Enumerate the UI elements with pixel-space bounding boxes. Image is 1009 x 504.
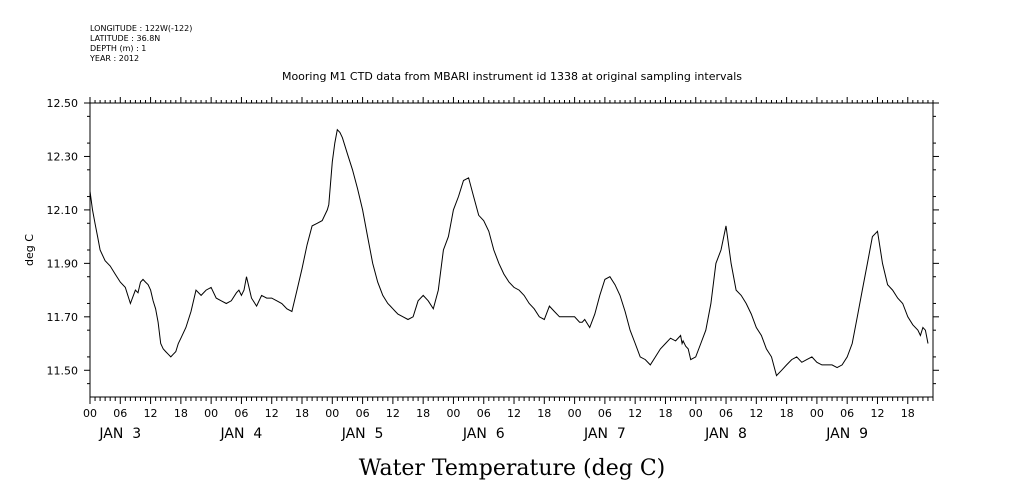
x-hour-tick-label: 06 [113, 407, 127, 420]
x-hour-tick-label: 12 [144, 407, 158, 420]
longitude-label: LONGITUDE : 122W(-122) [90, 24, 192, 33]
x-day-label: JAN 4 [220, 426, 263, 442]
x-day-label: JAN 5 [341, 426, 384, 442]
x-axis-top-ticks [89, 97, 934, 103]
x-hour-tick-label: 18 [537, 407, 551, 420]
x-hour-tick-label: 18 [295, 407, 309, 420]
x-hour-tick-label: 06 [598, 407, 612, 420]
x-hour-tick-label: 18 [416, 407, 430, 420]
x-hour-tick-label: 06 [356, 407, 370, 420]
y-tick-label: 12.10 [47, 204, 79, 217]
y-tick-label: 11.70 [47, 311, 79, 324]
x-hour-tick-label: 00 [446, 407, 460, 420]
y-axis-label: deg C [23, 234, 36, 266]
x-hour-tick-label: 00 [689, 407, 703, 420]
x-day-label: JAN 9 [825, 426, 868, 442]
x-day-label: JAN 6 [462, 426, 505, 442]
x-hour-tick-label: 06 [719, 407, 733, 420]
x-hour-tick-label: 00 [325, 407, 339, 420]
series-layer [89, 128, 929, 377]
x-hour-tick-label: 12 [749, 407, 763, 420]
x-day-label: JAN 7 [583, 426, 626, 442]
latitude-label: LATITUDE : 36.8N [90, 34, 160, 43]
y-tick-label: 12.50 [47, 97, 79, 110]
series-line-0 [89, 128, 929, 377]
x-day-label: JAN 8 [704, 426, 747, 442]
year-label: YEAR : 2012 [89, 54, 139, 63]
x-hour-tick-label: 18 [780, 407, 794, 420]
x-hour-tick-label: 18 [901, 407, 915, 420]
y-tick-label: 11.90 [47, 257, 79, 270]
y-tick-label: 11.50 [47, 364, 79, 377]
x-hour-tick-label: 06 [477, 407, 491, 420]
x-hour-tick-label: 00 [83, 407, 97, 420]
x-axis-label: Water Temperature (deg C) [359, 456, 666, 481]
x-hour-tick-label: 18 [174, 407, 188, 420]
x-hour-tick-label: 00 [810, 407, 824, 420]
y-axis-right-ticks [933, 102, 939, 385]
y-tick-label: 12.30 [47, 150, 79, 163]
x-hour-tick-label: 12 [386, 407, 400, 420]
x-hour-tick-label: 12 [507, 407, 521, 420]
x-hour-tick-label: 12 [628, 407, 642, 420]
x-hour-tick-label: 18 [658, 407, 672, 420]
x-day-label: JAN 3 [98, 426, 141, 442]
chart-title: Mooring M1 CTD data from MBARI instrumen… [282, 70, 742, 83]
plot-frame [89, 102, 934, 398]
x-hour-tick-label: 12 [870, 407, 884, 420]
x-axis: 00 06 12 18 00 06 12 18 00 06 12 18 00 06 12 18 00 06 12 18… [83, 397, 934, 442]
x-hour-tick-label: 00 [204, 407, 218, 420]
x-hour-tick-label: 06 [234, 407, 248, 420]
location-info: LONGITUDE : 122W(-122) LATITUDE : 36.8N … [89, 24, 192, 63]
x-hour-tick-label: 12 [265, 407, 279, 420]
x-hour-tick-label: 06 [840, 407, 854, 420]
x-hour-tick-label: 00 [568, 407, 582, 420]
y-axis: 12.50 12.30 12.10 11.90 11.70 11.50 [47, 97, 90, 385]
depth-label: DEPTH (m) : 1 [90, 44, 146, 53]
